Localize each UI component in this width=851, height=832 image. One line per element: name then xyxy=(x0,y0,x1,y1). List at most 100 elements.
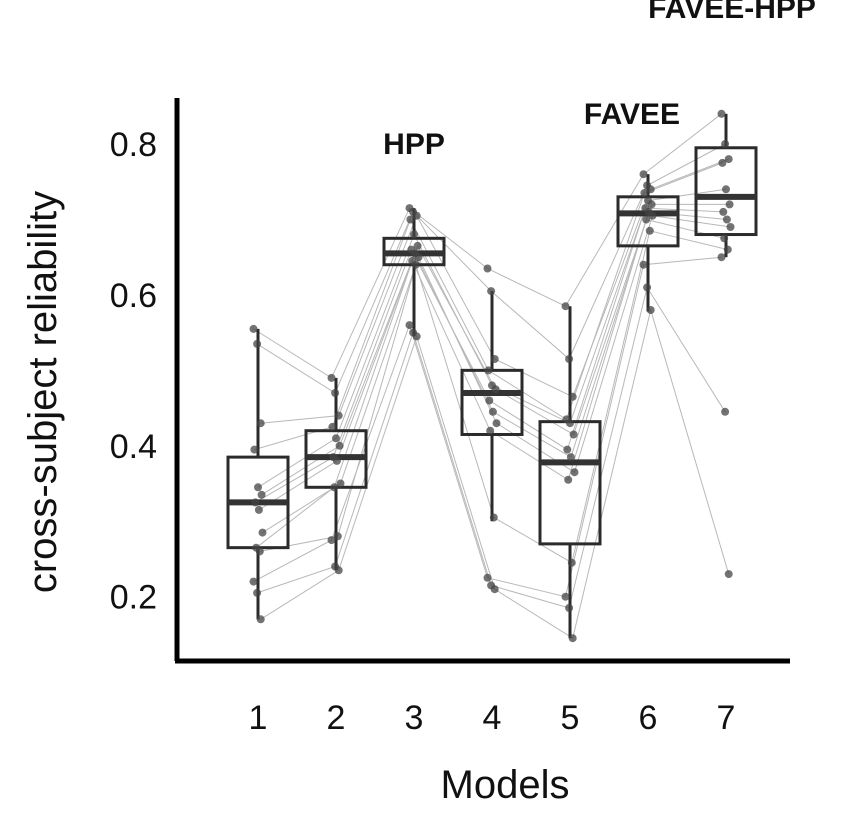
data-point xyxy=(492,419,501,428)
y-tick-label: 0.2 xyxy=(110,579,157,617)
subject-line xyxy=(261,203,730,496)
data-point xyxy=(568,392,577,401)
data-point xyxy=(413,241,422,250)
data-point xyxy=(414,253,423,262)
subject-line xyxy=(259,230,728,564)
data-point xyxy=(646,306,655,314)
data-point xyxy=(483,264,492,273)
data-point xyxy=(405,321,414,330)
data-point xyxy=(723,245,732,254)
data-point xyxy=(491,385,500,394)
data-point xyxy=(331,389,340,397)
data-point xyxy=(487,287,496,296)
data-point xyxy=(410,230,418,239)
data-point xyxy=(717,109,726,118)
data-point xyxy=(639,170,648,179)
y-tick-label: 0.8 xyxy=(110,126,157,164)
data-points xyxy=(249,109,735,643)
data-point xyxy=(257,490,266,499)
data-point xyxy=(332,434,340,443)
data-point xyxy=(646,185,655,194)
data-point xyxy=(570,468,579,477)
data-point xyxy=(568,634,577,643)
box-model-1 xyxy=(226,328,290,620)
data-point xyxy=(256,615,265,624)
data-point xyxy=(724,155,733,164)
data-point xyxy=(640,189,649,197)
annotation-favee-hpp: FAVEE-HPP xyxy=(648,0,816,25)
data-point xyxy=(566,453,575,462)
data-point xyxy=(489,513,498,522)
data-point xyxy=(327,373,336,382)
data-point xyxy=(258,528,267,537)
data-point xyxy=(719,207,728,216)
data-point xyxy=(256,419,265,428)
data-point xyxy=(722,215,731,224)
y-axis-title: cross-subject reliability xyxy=(21,191,65,593)
data-point xyxy=(563,445,572,454)
data-point xyxy=(327,536,336,545)
data-point xyxy=(335,441,344,450)
data-point xyxy=(645,226,654,235)
data-point xyxy=(254,483,262,492)
data-point xyxy=(564,475,573,484)
data-point xyxy=(725,200,734,209)
data-point xyxy=(406,215,415,224)
data-point xyxy=(490,355,499,363)
data-point xyxy=(718,158,727,167)
y-tick-label: 0.4 xyxy=(110,428,157,466)
x-tick-label: 7 xyxy=(717,699,736,737)
data-point xyxy=(332,456,341,465)
x-tick-label: 4 xyxy=(483,699,502,737)
data-point xyxy=(253,588,262,597)
data-point xyxy=(249,577,258,586)
data-point xyxy=(647,200,656,209)
x-tick-label: 5 xyxy=(561,699,580,737)
x-tick-label: 1 xyxy=(249,699,268,737)
data-point xyxy=(567,558,576,567)
data-point xyxy=(717,253,726,262)
data-point xyxy=(722,185,730,194)
axes xyxy=(174,98,790,664)
tick-labels: 0.2 0.4 0.6 0.8 1 2 3 4 5 6 7 xyxy=(110,126,736,737)
data-point xyxy=(253,339,262,348)
data-point xyxy=(569,430,578,439)
data-point xyxy=(724,570,733,579)
data-point xyxy=(566,419,574,428)
subject-lines xyxy=(253,113,731,639)
data-point xyxy=(334,566,343,575)
data-point xyxy=(639,260,648,269)
data-point xyxy=(333,532,342,541)
data-point xyxy=(336,479,345,488)
x-tick-label: 6 xyxy=(639,699,658,737)
data-point xyxy=(561,302,570,311)
data-point xyxy=(565,355,574,363)
data-point xyxy=(721,407,730,416)
data-point xyxy=(251,498,260,507)
x-tick-label: 3 xyxy=(405,699,424,737)
data-point xyxy=(249,324,258,333)
data-point xyxy=(328,422,337,431)
data-point xyxy=(565,604,574,612)
data-point xyxy=(720,234,729,243)
data-point xyxy=(412,211,421,220)
annotation-hpp: HPP xyxy=(383,128,445,161)
data-point xyxy=(483,573,492,582)
data-point xyxy=(486,426,495,435)
annotation-favee: FAVEE xyxy=(584,98,680,131)
data-point xyxy=(643,283,652,292)
y-tick-label: 0.6 xyxy=(110,277,157,315)
data-point xyxy=(411,260,420,269)
box-model-4 xyxy=(460,291,524,522)
x-tick-label: 2 xyxy=(327,699,346,737)
data-point xyxy=(255,547,264,556)
data-point xyxy=(250,445,259,454)
data-point xyxy=(726,223,735,231)
data-point xyxy=(642,215,651,224)
data-point xyxy=(330,483,339,492)
data-point xyxy=(488,407,497,416)
data-point xyxy=(721,140,730,148)
data-point xyxy=(648,211,657,220)
data-point xyxy=(412,332,421,341)
